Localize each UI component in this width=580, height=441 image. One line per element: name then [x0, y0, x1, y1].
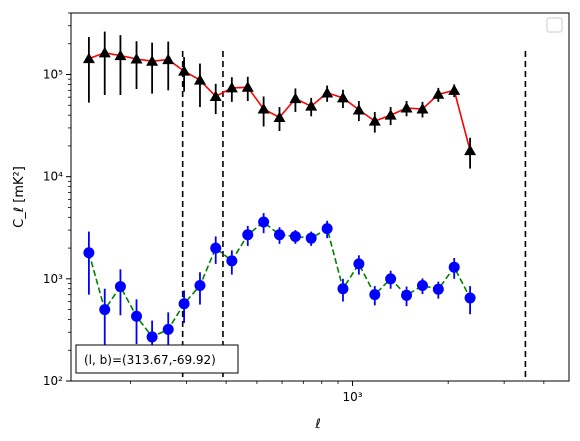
data-point — [289, 230, 301, 242]
data-point — [99, 304, 111, 316]
data-point — [368, 115, 381, 126]
data-point — [273, 229, 285, 241]
data-point — [209, 90, 222, 101]
annotation-box: (l, b)=(313.67,-69.92) — [75, 344, 239, 374]
data-point — [146, 55, 159, 66]
data-point — [242, 229, 254, 241]
data-point — [289, 92, 302, 104]
data-point — [400, 102, 413, 113]
data-point — [114, 281, 126, 293]
legend-box — [546, 17, 563, 33]
data-point — [162, 53, 175, 65]
data-point — [336, 91, 349, 103]
data-point — [369, 289, 381, 301]
data-point — [353, 258, 365, 270]
data-point — [146, 331, 158, 343]
data-point — [401, 289, 413, 301]
x-tick-label: 10³ — [342, 390, 362, 404]
plot-frame — [70, 12, 570, 382]
data-point — [416, 280, 428, 292]
series-1-line — [88, 51, 471, 151]
data-point — [273, 111, 286, 122]
data-point — [225, 81, 238, 93]
data-point — [82, 52, 95, 64]
data-point — [130, 52, 143, 64]
data-point — [241, 81, 254, 92]
y-tick-label: 10³ — [43, 272, 63, 286]
data-point — [464, 144, 477, 156]
x-axis-label: ℓ — [314, 417, 320, 432]
data-point — [384, 109, 397, 120]
data-point — [178, 65, 191, 76]
data-point — [162, 323, 174, 335]
series-1 — [82, 31, 477, 169]
data-point — [432, 283, 444, 295]
data-point — [114, 49, 127, 61]
data-point — [258, 216, 270, 228]
data-point — [416, 102, 429, 114]
data-point — [352, 103, 365, 115]
y-tick-label: 10² — [43, 374, 63, 388]
data-point — [226, 255, 238, 267]
data-point — [178, 298, 190, 310]
data-point — [305, 100, 318, 111]
data-point — [321, 223, 333, 235]
data-point — [210, 242, 222, 254]
annotation-text: (l, b)=(313.67,-69.92) — [84, 353, 216, 367]
data-point — [385, 273, 397, 285]
data-point — [464, 292, 476, 304]
data-point — [432, 88, 445, 99]
series-2 — [83, 213, 476, 364]
plot-layer — [82, 31, 527, 381]
data-point — [98, 46, 111, 58]
data-point — [448, 84, 461, 95]
data-point — [448, 261, 460, 273]
y-tick-label: 10⁵ — [43, 68, 63, 82]
data-point — [83, 247, 95, 259]
data-point — [193, 74, 206, 85]
data-point — [321, 86, 334, 98]
y-axis-label: C_ℓ [mK²] — [12, 166, 27, 228]
data-point — [305, 232, 317, 244]
data-point — [337, 283, 349, 295]
y-tick-label: 10⁴ — [43, 170, 63, 184]
axes-layer: 10² 10³ 10⁴ 10⁵ 10³ — [43, 12, 545, 404]
data-point — [257, 102, 270, 114]
data-point — [131, 310, 143, 322]
data-point — [194, 280, 206, 292]
